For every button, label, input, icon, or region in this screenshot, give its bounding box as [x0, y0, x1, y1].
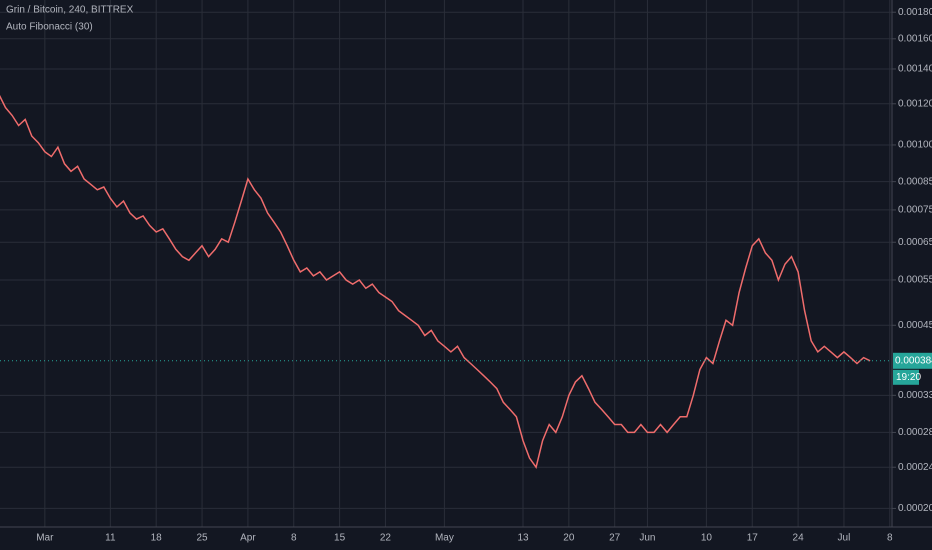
x-tick-label: Apr: [240, 533, 256, 544]
y-tick-label: 0.00028000: [898, 427, 932, 438]
y-tick-label: 0.00085000: [898, 176, 932, 187]
price-tag-box: [893, 352, 932, 369]
x-tick-label: Mar: [36, 533, 54, 544]
y-tick-label: 0.00100000: [898, 140, 932, 151]
y-tick-label: 0.00075000: [898, 205, 932, 216]
y-tick-label: 0.00160000: [898, 33, 932, 44]
x-tick-label: 10: [701, 533, 713, 544]
x-tick-label: 17: [747, 533, 759, 544]
axes: 0.00020000 0.00024000 0.00028000 0.00033000…: [0, 7, 932, 544]
x-tick-label: 22: [380, 533, 392, 544]
x-tick-label: May: [435, 533, 454, 544]
x-tick-label: 27: [609, 533, 621, 544]
x-tick-label: 8: [887, 533, 893, 544]
y-tick-label: 0.00024000: [898, 462, 932, 473]
countdown-box: [893, 369, 919, 385]
x-tick-label: Jul: [838, 533, 851, 544]
countdown: 19:20: [896, 372, 921, 383]
price-tag: 0.00038452: [895, 355, 932, 366]
y-tick-label: 0.00020000: [898, 503, 932, 514]
x-tick-label: 25: [196, 533, 208, 544]
x-tick-label: 15: [334, 533, 346, 544]
y-tick-label: 0.00120000: [898, 98, 932, 109]
y-tick-label: 0.00033000: [898, 390, 932, 401]
y-tick-label: 0.00065000: [898, 237, 932, 248]
x-tick-label: 24: [793, 533, 805, 544]
y-tick-label: 0.00045000: [898, 320, 932, 331]
x-tick-label: 11: [105, 533, 116, 544]
chart-title: Grin / Bitcoin, 240, BITTREX: [6, 5, 134, 16]
x-tick-label: 20: [563, 533, 575, 544]
y-tick-label: 0.00180000: [898, 7, 932, 18]
indicator-label: Auto Fibonacci (30): [6, 22, 93, 33]
price-line: [0, 94, 871, 469]
y-tick-label: 0.00140000: [898, 64, 932, 75]
x-tick-label: Jun: [639, 533, 655, 544]
grid: [0, 0, 892, 527]
y-tick-label: 0.00055000: [898, 275, 932, 286]
plot: [0, 94, 871, 469]
x-tick-label: 18: [151, 533, 163, 544]
x-tick-label: 13: [517, 533, 529, 544]
x-tick-label: 8: [291, 533, 297, 544]
